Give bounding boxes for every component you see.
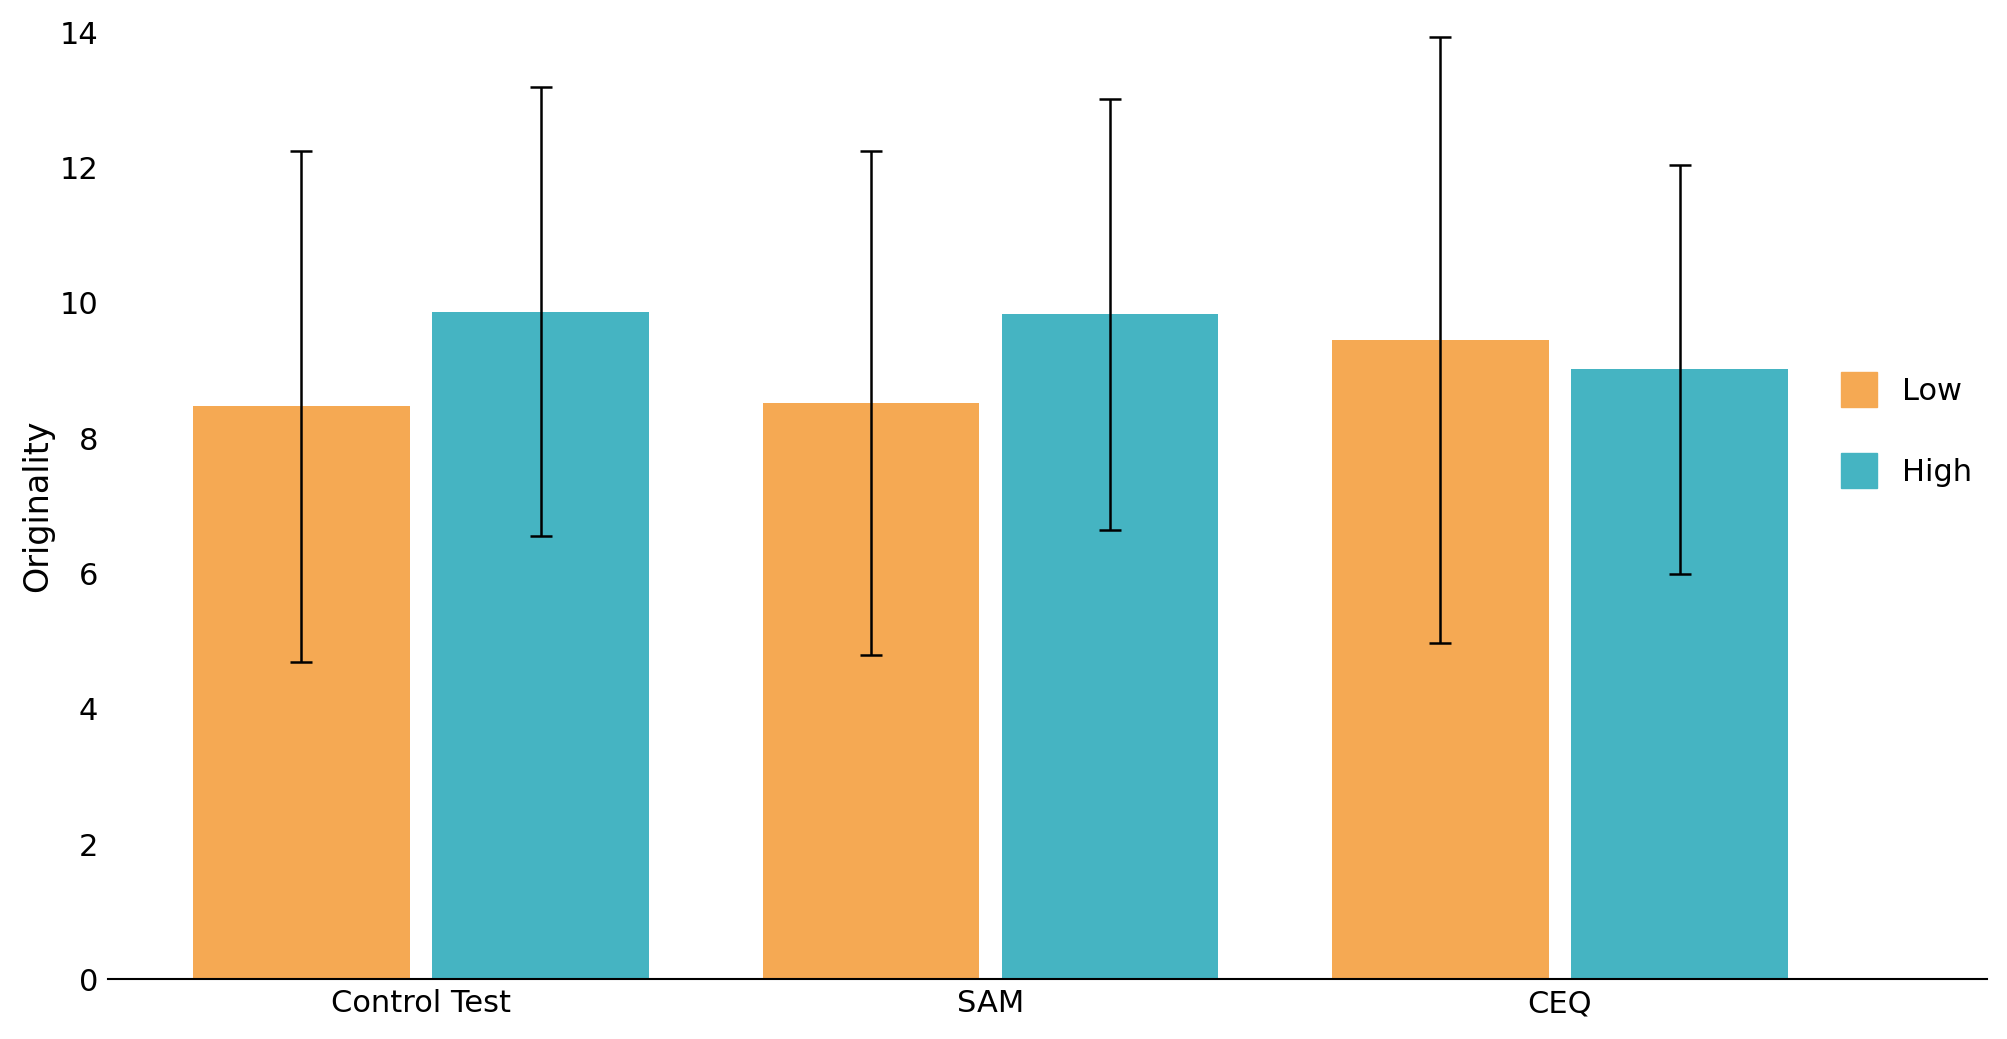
Bar [1331,340,1547,980]
Y-axis label: Originality: Originality [20,420,54,592]
Bar [432,312,648,980]
Bar [763,403,979,980]
Bar [1001,315,1218,980]
Bar [1571,369,1786,980]
Legend: Low, High: Low, High [1840,372,1971,488]
Bar [193,406,409,980]
